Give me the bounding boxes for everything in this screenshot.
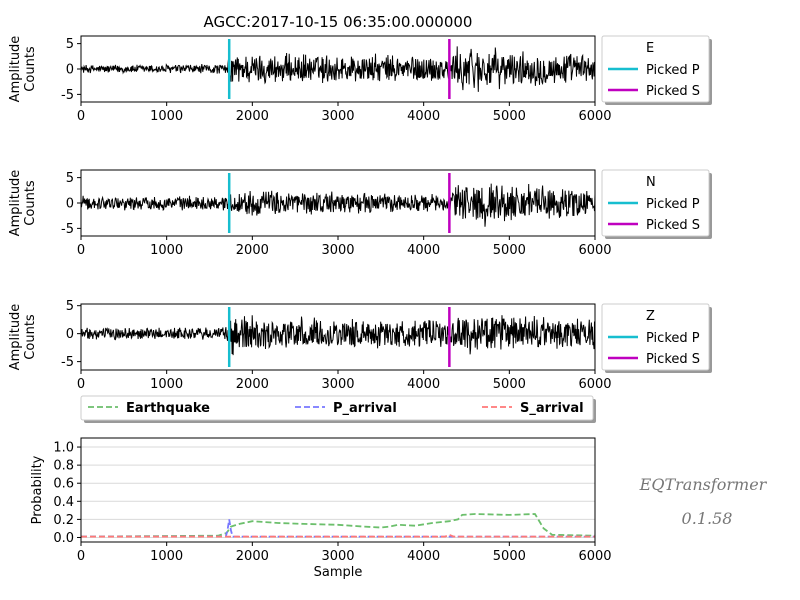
y-axis-label-line2: Counts [23, 46, 38, 92]
waveform-panel-e: 0 1000 2000 3000 4000 5000 6000-505AmplitudeCo… [8, 35, 712, 124]
legend-picked-s-label: Picked S [646, 218, 700, 233]
x-axis-label: Sample [314, 565, 363, 580]
y-tick-label: 1.0 [53, 441, 74, 456]
x-tick-label: 3000 [321, 109, 354, 124]
legend-component-label: E [646, 41, 654, 56]
legend-label-earthquake: Earthquake [126, 401, 210, 416]
x-tick-label: 5000 [493, 377, 526, 392]
x-tick-label: 2000 [236, 377, 269, 392]
series-s-arrival [81, 533, 595, 538]
y-tick-label: 0 [66, 327, 74, 342]
y-axis-label: AmplitudeCounts [8, 170, 38, 237]
y-tick-label: 0.2 [53, 513, 74, 528]
legend-label-p-arrival: P_arrival [333, 401, 397, 416]
plot-frame [80, 169, 596, 237]
x-tick-label: 0 [77, 549, 85, 564]
legend-component-label: N [646, 175, 656, 190]
y-tick-label: 0.8 [53, 459, 74, 474]
y-tick-label: 0.4 [53, 495, 74, 510]
waveform-panel-z: 0 1000 2000 3000 4000 5000 6000-505AmplitudeCo… [8, 299, 712, 392]
y-axis-label: AmplitudeCounts [8, 36, 38, 103]
x-tick-label: 5000 [493, 109, 526, 124]
x-tick-label: 0 [77, 243, 85, 258]
legend-picked-p-label: Picked P [646, 63, 700, 78]
y-axis-label: AmplitudeCounts [8, 304, 38, 371]
legend-box [80, 395, 594, 421]
series-earthquake [80, 513, 596, 538]
probability-panel: 0 1000 2000 3000 4000 5000 6000 Sample 0.0 0.2 0.4… [30, 395, 612, 580]
series-p-arrival [81, 519, 595, 538]
legend-picked-s-label: Picked S [646, 352, 700, 367]
x-tick-label: 2000 [236, 243, 269, 258]
plot-frame [80, 437, 596, 543]
x-tick-label: 1000 [150, 243, 183, 258]
waveform-trace [81, 183, 595, 227]
x-tick-label: 4000 [407, 377, 440, 392]
legend-box [601, 35, 710, 103]
y-axis-label-line2: Counts [23, 180, 38, 226]
waveform-trace [81, 315, 595, 356]
probability-legend: Earthquake P_arrival S_arrival [80, 395, 596, 423]
x-tick-label: 5000 [493, 243, 526, 258]
legend-e: E Picked P Picked S [601, 35, 712, 105]
x-tick-label: 6000 [578, 109, 611, 124]
x-tick-label: 1000 [150, 109, 183, 124]
panels-group: 0 1000 2000 3000 4000 5000 6000-505AmplitudeCo… [8, 35, 712, 580]
x-tick-label: 0 [77, 109, 85, 124]
y-tick-label: 0 [66, 63, 74, 78]
watermark-name: EQTransformer [639, 475, 768, 494]
y-axis-label-line1: Amplitude [8, 36, 23, 103]
x-tick-label: 2000 [236, 109, 269, 124]
y-tick-label: 0.0 [53, 531, 74, 546]
legend-picked-p-label: Picked P [646, 331, 700, 346]
x-tick-label: 5000 [493, 549, 526, 564]
y-tick-label: 5 [66, 299, 74, 314]
y-tick-label: 5 [66, 37, 74, 52]
x-tick-label: 6000 [578, 549, 611, 564]
legend-box [601, 303, 710, 371]
legend-picked-p-label: Picked P [646, 197, 700, 212]
x-tick-label: 6000 [578, 243, 611, 258]
waveform-panel-n: 0 1000 2000 3000 4000 5000 6000-505AmplitudeCo… [8, 169, 712, 258]
watermark-version: 0.1.58 [682, 509, 733, 528]
legend-picked-s-label: Picked S [646, 84, 700, 99]
waveform-trace [81, 46, 595, 92]
plot-frame [80, 35, 596, 103]
y-tick-label: -5 [61, 222, 74, 237]
x-tick-label: 4000 [407, 109, 440, 124]
x-tick-label: 1000 [150, 549, 183, 564]
y-tick-label: -5 [61, 88, 74, 103]
figure-title: AGCC:2017-10-15 06:35:00.000000 [204, 13, 473, 31]
y-tick-label: -5 [61, 355, 74, 370]
y-axis-label-line1: Amplitude [8, 304, 23, 371]
plot-frame [80, 303, 596, 371]
legend-box [601, 169, 710, 237]
legend-n: N Picked P Picked S [601, 169, 712, 239]
x-tick-label: 0 [77, 377, 85, 392]
legend-z: Z Picked P Picked S [601, 303, 712, 373]
y-tick-label: 0 [66, 197, 74, 212]
y-axis-label: Probability [30, 455, 45, 524]
x-tick-label: 3000 [321, 243, 354, 258]
x-tick-label: 3000 [321, 549, 354, 564]
legend-component-label: Z [646, 309, 655, 324]
y-tick-label: 5 [66, 171, 74, 186]
x-tick-label: 2000 [236, 549, 269, 564]
x-tick-label: 3000 [321, 377, 354, 392]
y-axis-label-line1: Amplitude [8, 170, 23, 237]
x-tick-label: 4000 [407, 243, 440, 258]
legend-label-s-arrival: S_arrival [520, 401, 584, 416]
x-tick-label: 1000 [150, 377, 183, 392]
y-tick-label: 0.6 [53, 477, 74, 492]
x-tick-label: 6000 [578, 377, 611, 392]
y-axis-label-line2: Counts [23, 314, 38, 360]
x-tick-label: 4000 [407, 549, 440, 564]
